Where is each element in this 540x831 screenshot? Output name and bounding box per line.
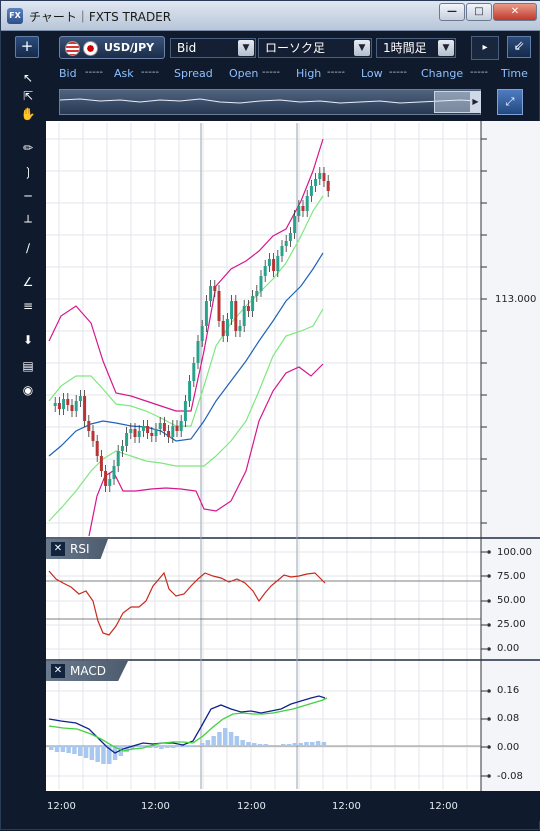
price-label: 113.000 — [495, 294, 537, 305]
rsi-panel-label: ✕ RSI — [46, 539, 108, 559]
symbol-selector[interactable]: USD/JPY — [59, 36, 165, 59]
quote-label-ask: Ask — [114, 67, 134, 80]
rsi-tick: 0.00 — [497, 643, 520, 654]
fibonacci-icon[interactable]: ≡ — [22, 299, 34, 313]
trendline-icon[interactable]: ❳ — [22, 165, 34, 179]
macd-tick: 0.00 — [497, 742, 520, 753]
time-tick: 12:00 — [237, 801, 266, 812]
list-icon[interactable]: ▤ — [22, 359, 34, 373]
title-bar[interactable]: FX チャート｜FXTS TRADER — □ ✕ — [1, 1, 540, 31]
autoscroll-button[interactable]: ⤢ — [497, 89, 523, 115]
quote-label-low: Low — [361, 67, 383, 80]
macd-tick: 0.16 — [497, 685, 520, 696]
chart-type-dropdown[interactable]: ローソク足 ▼ — [258, 38, 372, 58]
time-tick: 12:00 — [332, 801, 361, 812]
chevron-down-icon: ▼ — [354, 40, 370, 56]
quote-value-open: ----- — [262, 67, 281, 78]
symbol-label: USD/JPY — [104, 41, 155, 54]
rsi-tick: 100.00 — [497, 547, 532, 558]
plus-icon: + — [20, 37, 34, 55]
navigator-right-arrow[interactable]: ▶ — [470, 91, 481, 113]
rsi-tick: 25.00 — [497, 619, 526, 630]
price-type-dropdown[interactable]: Bid ▼ — [170, 38, 256, 58]
price-axis[interactable] — [481, 121, 540, 791]
chevron-down-icon: ▼ — [238, 40, 254, 56]
autoscroll-icon: ⤢ — [505, 95, 515, 108]
quote-label-bid: Bid — [59, 67, 77, 80]
rsi-tick: 50.00 — [497, 595, 526, 606]
close-button[interactable]: ✕ — [493, 3, 537, 21]
horizontal-line-icon[interactable]: ─ — [24, 189, 32, 203]
chart-canvas[interactable] — [46, 121, 540, 791]
jp-flag-icon — [83, 41, 98, 56]
navigator-handle[interactable] — [434, 91, 472, 113]
arrow-down-icon[interactable]: ⬇ — [22, 333, 34, 347]
quote-label-change: Change — [421, 67, 464, 80]
quote-value-low: ----- — [389, 67, 408, 78]
chart-type-value: ローソク足 — [265, 41, 326, 55]
timeframe-dropdown[interactable]: 1時間足 ▼ — [376, 38, 456, 58]
hand-icon[interactable]: ✋ — [20, 107, 36, 121]
window-title: チャート｜FXTS TRADER — [29, 10, 172, 24]
quote-value-high: ----- — [327, 67, 346, 78]
navigator-line — [60, 98, 479, 104]
close-icon[interactable]: ✕ — [51, 542, 65, 556]
crosshair-icon[interactable]: ⇱ — [22, 89, 34, 103]
quote-bar: Bid ----- Ask ----- Spread Open ----- Hi… — [59, 67, 535, 83]
macd-tick: -0.08 — [497, 771, 523, 782]
camera-icon[interactable]: ◉ — [22, 383, 34, 397]
channel-icon[interactable]: ∕ — [25, 241, 31, 255]
quote-value-ask: ----- — [141, 67, 160, 78]
pointer-icon[interactable]: ↖ — [22, 71, 34, 85]
close-icon[interactable]: ✕ — [51, 664, 65, 678]
arrow-diagonal-icon: ⇙ — [513, 39, 525, 54]
expand-icon: ▸ — [482, 42, 488, 53]
line-tool-icon[interactable]: ✏ — [22, 141, 34, 155]
chart-navigator[interactable]: ▶ — [59, 89, 481, 115]
macd-panel-label: ✕ MACD — [46, 661, 128, 681]
app-icon: FX — [7, 8, 23, 24]
quote-label-open: Open — [229, 67, 259, 80]
time-axis[interactable] — [46, 791, 540, 821]
time-tick: 12:00 — [429, 801, 458, 812]
chevron-down-icon: ▼ — [438, 40, 454, 56]
fan-icon[interactable]: ∠ — [22, 275, 34, 289]
quote-label-spread: Spread — [174, 67, 213, 80]
timeframe-value: 1時間足 — [383, 41, 427, 55]
maximize-button[interactable]: □ — [466, 3, 492, 21]
time-tick: 12:00 — [47, 801, 76, 812]
vertical-line-icon[interactable]: ┴ — [24, 215, 32, 229]
us-flag-icon — [65, 41, 80, 56]
macd-tick: 0.08 — [497, 713, 520, 724]
add-chart-button[interactable]: + — [15, 36, 39, 58]
quote-value-bid: ----- — [85, 67, 104, 78]
undock-button[interactable]: ⇙ — [507, 36, 531, 58]
quote-value-change: ----- — [470, 67, 489, 78]
chart-toolbar: + USD/JPY Bid ▼ ローソク足 ▼ 1時間足 ▼ ▸ ⇙ — [9, 33, 533, 61]
quote-label-time: Time — [501, 67, 528, 80]
quote-label-high: High — [296, 67, 322, 80]
rsi-tick: 75.00 — [497, 571, 526, 582]
time-tick: 12:00 — [141, 801, 170, 812]
toolbar-expand-button[interactable]: ▸ — [471, 36, 499, 60]
minimize-button[interactable]: — — [439, 3, 465, 21]
price-type-value: Bid — [177, 41, 197, 55]
